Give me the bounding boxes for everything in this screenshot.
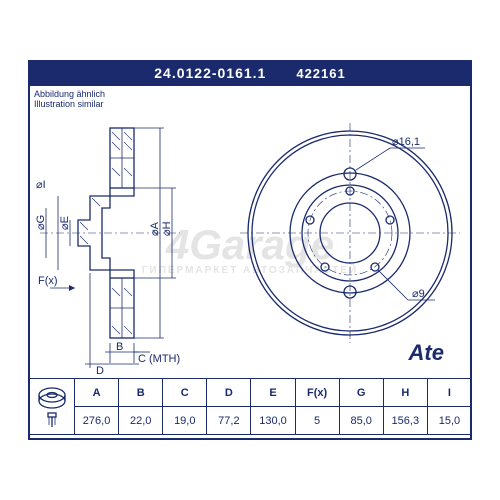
val-h: 156,3 xyxy=(383,407,427,435)
label-f: F(x) xyxy=(38,275,58,287)
label-b: B xyxy=(116,341,123,353)
col-a: A xyxy=(75,379,119,407)
canvas: 24.0122-0161.1 422161 Abbildung ähnlich … xyxy=(0,0,500,500)
label-diam-e: ⌀E xyxy=(59,216,71,230)
col-c: C xyxy=(163,379,207,407)
col-f: F(x) xyxy=(295,379,339,407)
logo-text: Ate xyxy=(409,340,444,365)
label-diam-g: ⌀G xyxy=(35,215,47,230)
val-i: 15,0 xyxy=(427,407,471,435)
col-h: H xyxy=(383,379,427,407)
col-d: D xyxy=(207,379,251,407)
table-value-row: 276,0 22,0 19,0 77,2 130,0 5 85,0 156,3 … xyxy=(29,407,472,435)
val-e: 130,0 xyxy=(251,407,295,435)
label-face-hole: ⌀16,1 xyxy=(392,136,420,148)
disc-icon xyxy=(32,381,72,429)
brand-logo: Ate xyxy=(409,340,444,366)
technical-drawing: ⌀I ⌀G ⌀E ⌀H ⌀A F(x) B D C (MTH) xyxy=(30,88,470,378)
disc-icon-cell xyxy=(29,379,75,435)
col-b: B xyxy=(119,379,163,407)
table-header-row: A B C D E F(x) G H I xyxy=(29,379,472,407)
face-view: ⌀16,1 ⌀9 xyxy=(240,123,460,343)
val-c: 19,0 xyxy=(163,407,207,435)
label-diam-i: ⌀I xyxy=(36,179,46,191)
val-f: 5 xyxy=(295,407,339,435)
side-view: ⌀I ⌀G ⌀E ⌀H ⌀A F(x) B D C (MTH) xyxy=(35,128,180,377)
col-i: I xyxy=(427,379,471,407)
drawing-area: ⌀I ⌀G ⌀E ⌀H ⌀A F(x) B D C (MTH) xyxy=(30,88,470,378)
label-diam-h: ⌀H xyxy=(161,221,173,236)
val-b: 22,0 xyxy=(119,407,163,435)
col-g: G xyxy=(339,379,383,407)
val-a: 276,0 xyxy=(75,407,119,435)
val-d: 77,2 xyxy=(207,407,251,435)
label-d: D xyxy=(96,365,104,377)
label-c: C (MTH) xyxy=(138,353,180,365)
val-g: 85,0 xyxy=(339,407,383,435)
dimension-table: A B C D E F(x) G H I 276,0 22,0 19,0 77,… xyxy=(28,378,472,435)
label-diam-a: ⌀A xyxy=(149,221,161,236)
label-bolt-hole: ⌀9 xyxy=(412,288,425,300)
col-e: E xyxy=(251,379,295,407)
